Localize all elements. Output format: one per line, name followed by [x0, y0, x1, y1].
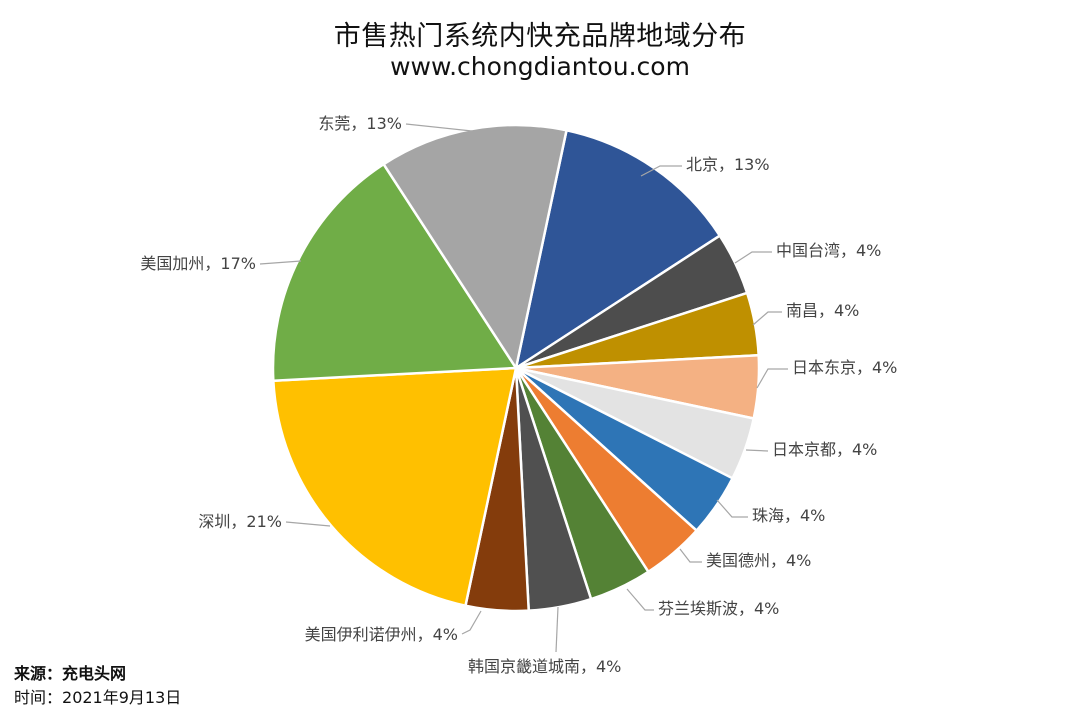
- data-label: 珠海，4%: [752, 506, 825, 525]
- leader-lines: [259, 123, 788, 653]
- pie-slice-13: [382, 123, 568, 370]
- data-label: 东莞，13%: [318, 114, 402, 133]
- leader-line: [716, 499, 748, 518]
- leader-line: [285, 521, 331, 527]
- leader-line: [745, 449, 769, 452]
- pie-slice-11: [272, 366, 518, 607]
- data-label: 芬兰埃斯波，4%: [658, 599, 779, 618]
- data-label: 北京，13%: [686, 155, 770, 174]
- data-label: 美国伊利诺伊州，4%: [305, 625, 458, 644]
- leader-line: [405, 123, 473, 132]
- data-label: 美国加州，17%: [140, 254, 256, 273]
- leader-line: [734, 251, 772, 264]
- chart-title: 市售热门系统内快充品牌地域分布: [333, 21, 747, 52]
- chart-subtitle: www.chongdiantou.com: [390, 52, 690, 81]
- data-label: 日本东京，4%: [792, 358, 897, 377]
- data-labels: 北京，13% 中国台湾，4% 南昌，4% 日本东京，4% 日本京都，4% 珠海，4% 美国德…: [140, 114, 897, 676]
- data-label: 美国德州，4%: [706, 551, 811, 570]
- date-value: 2021年9月13日: [62, 688, 182, 707]
- date-label: 时间：: [14, 688, 63, 707]
- pie-slices: [271, 123, 761, 613]
- pie-slice-1: [514, 129, 722, 370]
- leader-line: [259, 260, 302, 265]
- leader-line: [679, 548, 702, 563]
- leader-line: [626, 588, 654, 611]
- source-value: 充电头网: [62, 664, 127, 683]
- data-label: 日本京都，4%: [772, 440, 877, 459]
- data-label: 韩国京畿道城南，4%: [468, 657, 621, 676]
- data-label: 深圳，21%: [198, 512, 282, 531]
- source-line: 来源：充电头网: [14, 660, 126, 684]
- date-line: 时间：2021年9月13日: [14, 684, 181, 708]
- leader-line: [640, 165, 682, 177]
- data-label: 南昌，4%: [786, 301, 859, 320]
- leader-line: [756, 368, 788, 389]
- leader-line: [461, 610, 482, 635]
- source-label: 来源：: [14, 664, 63, 683]
- leader-line: [752, 311, 782, 326]
- pie-slice-12: [271, 162, 518, 382]
- data-label: 中国台湾，4%: [776, 241, 881, 260]
- leader-line: [555, 606, 559, 653]
